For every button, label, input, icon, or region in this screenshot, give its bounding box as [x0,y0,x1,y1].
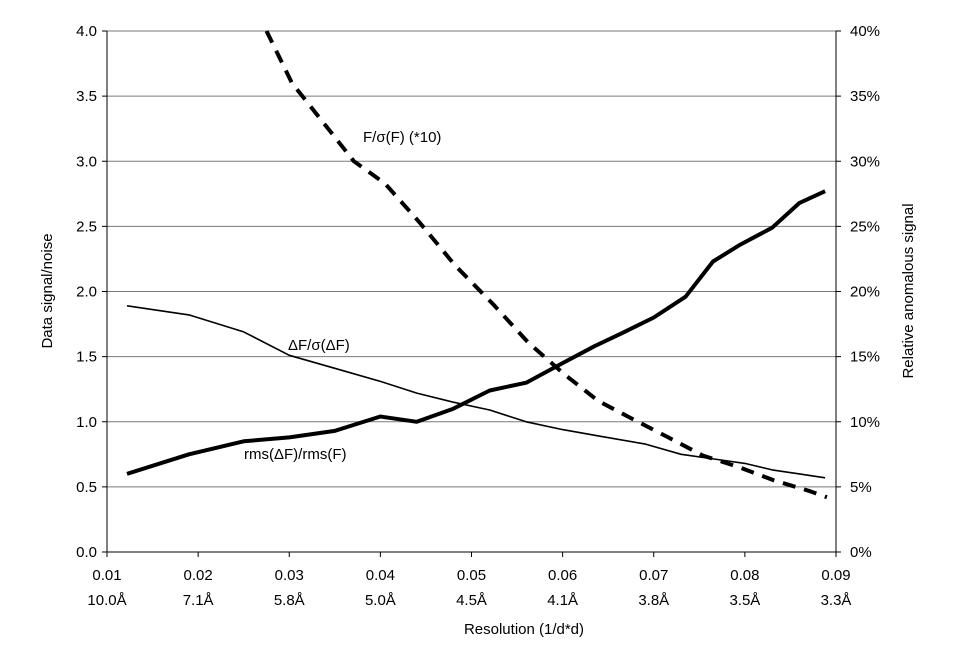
right-y-tick-label: 5% [850,479,872,496]
right-y-ticks: 0% 5% 10% 15% 20% 25% 30% 35% 40% [836,23,880,561]
left-y-tick-label: 0.0 [76,544,97,561]
series-label-rms-ratio: rms(ΔF)/rms(F) [244,446,346,463]
right-y-tick-label: 10% [850,414,880,431]
grid-lines [107,30,836,488]
right-y-tick-label: 30% [850,153,880,170]
x-tick-label: 0.08 [730,567,759,584]
left-y-ticks: 0.0 0.5 1.0 1.5 2.0 2.5 3.0 3.5 4.0 [76,23,107,561]
x-tick-label: 0.05 [457,567,486,584]
x-tick-label: 0.03 [275,567,304,584]
left-y-tick-label: 1.0 [76,414,97,431]
right-y-axis-title: Relative anomalous signal [900,203,917,378]
x-axis-title: Resolution (1/d*d) [464,621,584,638]
x-tick-label: 0.01 [92,567,121,584]
series-labels: F/σ(F) (*10) ΔF/σ(ΔF) rms(ΔF)/rms(F) [244,129,441,463]
series-line-rms-ratio [126,189,826,476]
right-y-tick-label: 15% [850,349,880,366]
left-y-tick-label: 2.0 [76,284,97,301]
x-tick-label: 0.04 [366,567,395,584]
x-tick-sublabel: 4.5Å [456,592,487,609]
x-tick-sublabel: 5.0Å [365,592,396,609]
series-line-f-sigma [264,30,828,500]
x-tick-label: 0.06 [548,567,577,584]
series-label-deltaf-sigma: ΔF/σ(ΔF) [288,337,350,354]
right-y-tick-label: 40% [850,23,880,40]
left-y-tick-label: 3.0 [76,153,97,170]
x-ticks: 0.01 10.0Å 0.02 7.1Å 0.03 5.8Å 0.04 5.0Å 0.05 4.5… [87,552,851,609]
x-tick-label: 0.09 [821,567,850,584]
series-line-deltaf-sigma [126,305,826,479]
x-tick-label: 0.07 [639,567,668,584]
left-y-tick-label: 1.5 [76,349,97,366]
series-lines [126,30,828,500]
series-label-f-sigma: F/σ(F) (*10) [363,129,441,146]
x-tick-sublabel: 3.3Å [821,592,852,609]
left-y-tick-label: 3.5 [76,88,97,105]
left-y-tick-label: 2.5 [76,218,97,235]
right-y-tick-label: 25% [850,218,880,235]
right-y-tick-label: 20% [850,284,880,301]
x-tick-sublabel: 3.5Å [729,592,760,609]
x-tick-sublabel: 5.8Å [274,592,305,609]
x-tick-sublabel: 4.1Å [547,592,578,609]
left-y-tick-label: 4.0 [76,23,97,40]
x-tick-sublabel: 10.0Å [87,592,126,609]
left-y-tick-label: 0.5 [76,479,97,496]
x-tick-label: 0.02 [184,567,213,584]
x-tick-sublabel: 3.8Å [638,592,669,609]
right-y-tick-label: 0% [850,544,872,561]
left-y-axis-title: Data signal/noise [39,233,56,348]
right-y-tick-label: 35% [850,88,880,105]
x-tick-sublabel: 7.1Å [183,592,214,609]
